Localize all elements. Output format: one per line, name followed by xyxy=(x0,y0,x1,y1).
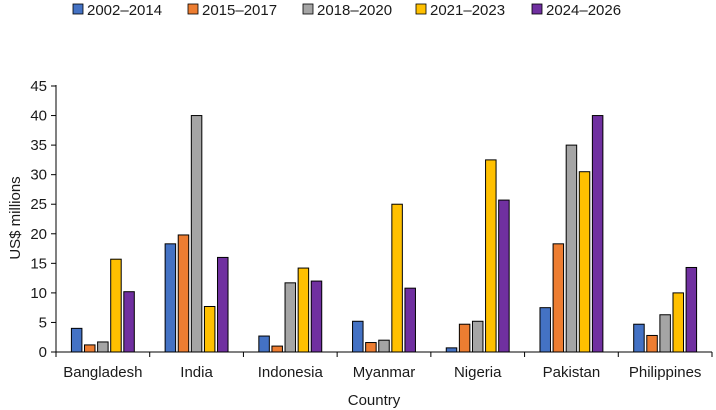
x-tick-label: Philippines xyxy=(629,364,702,381)
y-tick-label: 25 xyxy=(30,196,47,213)
bar-myanmar-series-3: 2 xyxy=(378,339,390,353)
legend-label: 2018–2020 xyxy=(317,2,392,19)
x-tick-label: Myanmar xyxy=(353,364,416,381)
legend-swatch xyxy=(415,3,427,15)
bar-pakistan-series-3: 35 xyxy=(565,144,578,353)
bar-myanmar-series-4: 25 xyxy=(391,203,403,353)
bar-bangladesh-series-4: 15.7 xyxy=(110,258,122,353)
bar-philippines-series-2: 2.8 xyxy=(646,334,658,353)
x-axis-title: Country xyxy=(348,392,401,409)
x-axis: Bangladesh India Indonesia Myanmar Nigeria Pa… xyxy=(55,351,713,381)
bar-nigeria-series-5: 25.7 xyxy=(498,199,510,353)
bar-pakistan-series-4: 30.5 xyxy=(578,171,591,353)
bar-bangladesh-series-3: 1.7 xyxy=(97,341,109,353)
bar-pakistan-series-2: 18.3 xyxy=(552,243,565,353)
bar-indonesia-series-2: 1 xyxy=(271,345,283,353)
bar-indonesia-series-1: 2.7 xyxy=(258,335,270,353)
bar-bangladesh-series-5: 10.2 xyxy=(123,291,135,353)
bar-philippines-series-1: 4.7 xyxy=(633,323,645,353)
bar-nigeria-series-4: 32.5 xyxy=(485,159,497,353)
legend-swatch xyxy=(72,3,84,15)
x-tick-label: Indonesia xyxy=(258,364,324,381)
legend-label: 2015–2017 xyxy=(202,2,277,19)
bar-nigeria-series-1: 0.7 xyxy=(445,347,458,353)
bar-myanmar-series-1: 5.2 xyxy=(352,320,364,353)
legend-label: 2021–2023 xyxy=(430,2,505,19)
y-tick-label: 5 xyxy=(39,314,47,331)
bar-india-series-1: 18.3 xyxy=(164,243,177,353)
bar-pakistan-series-1: 7.5 xyxy=(539,307,551,353)
bar-indonesia-series-5: 12 xyxy=(310,280,323,353)
x-tick-label: Bangladesh xyxy=(63,364,142,381)
bar-philippines-series-3: 6.3 xyxy=(659,314,671,353)
y-tick-label: 15 xyxy=(30,255,47,272)
x-tick-label: India xyxy=(180,364,213,381)
y-axis: 0 5 10 15 20 25 30 35 40 45 xyxy=(30,78,57,361)
bar-nigeria-series-3: 5.2 xyxy=(471,320,484,353)
bar-pakistan-series-5: 40 xyxy=(591,115,604,353)
y-tick-label: 20 xyxy=(30,226,47,243)
legend-swatch xyxy=(302,3,314,15)
y-axis-title: US$ millions xyxy=(7,176,24,259)
bar-bangladesh-series-1: 4 xyxy=(70,327,83,353)
bar-india-series-4: 7.7 xyxy=(203,305,216,353)
bar-myanmar-series-2: 1.6 xyxy=(365,342,377,353)
y-tick-label: 10 xyxy=(30,285,47,302)
bar-nigeria-series-2: 4.7 xyxy=(458,323,471,353)
legend-swatch xyxy=(531,3,543,15)
x-tick-label: Nigeria xyxy=(454,364,502,381)
y-tick-label: 30 xyxy=(30,167,47,184)
bars: 41.21.715.710.218.319.8407.7162.7111.714… xyxy=(70,115,698,353)
bar-india-series-2: 19.8 xyxy=(177,234,190,353)
bar-indonesia-series-3: 11.7 xyxy=(284,282,297,353)
bar-india-series-5: 16 xyxy=(217,256,229,353)
bar-india-series-3: 40 xyxy=(190,115,203,353)
y-tick-label: 35 xyxy=(30,137,47,154)
y-tick-label: 40 xyxy=(30,108,47,125)
legend-swatch xyxy=(187,3,199,15)
bar-myanmar-series-5: 10.8 xyxy=(404,287,416,353)
x-tick-label: Pakistan xyxy=(543,364,601,381)
bar-philippines-series-4: 10 xyxy=(672,292,684,353)
bar-bangladesh-series-2: 1.2 xyxy=(84,344,96,353)
y-tick-label: 45 xyxy=(30,78,47,95)
bar-indonesia-series-4: 14.2 xyxy=(297,267,310,353)
legend-label: 2024–2026 xyxy=(546,2,621,19)
legend: 2002–2014 2015–2017 2018–2020 2021–2023 2024… xyxy=(72,2,621,19)
bar-philippines-series-5: 14.3 xyxy=(685,266,698,353)
legend-label: 2002–2014 xyxy=(87,2,162,19)
y-tick-label: 0 xyxy=(39,344,47,361)
